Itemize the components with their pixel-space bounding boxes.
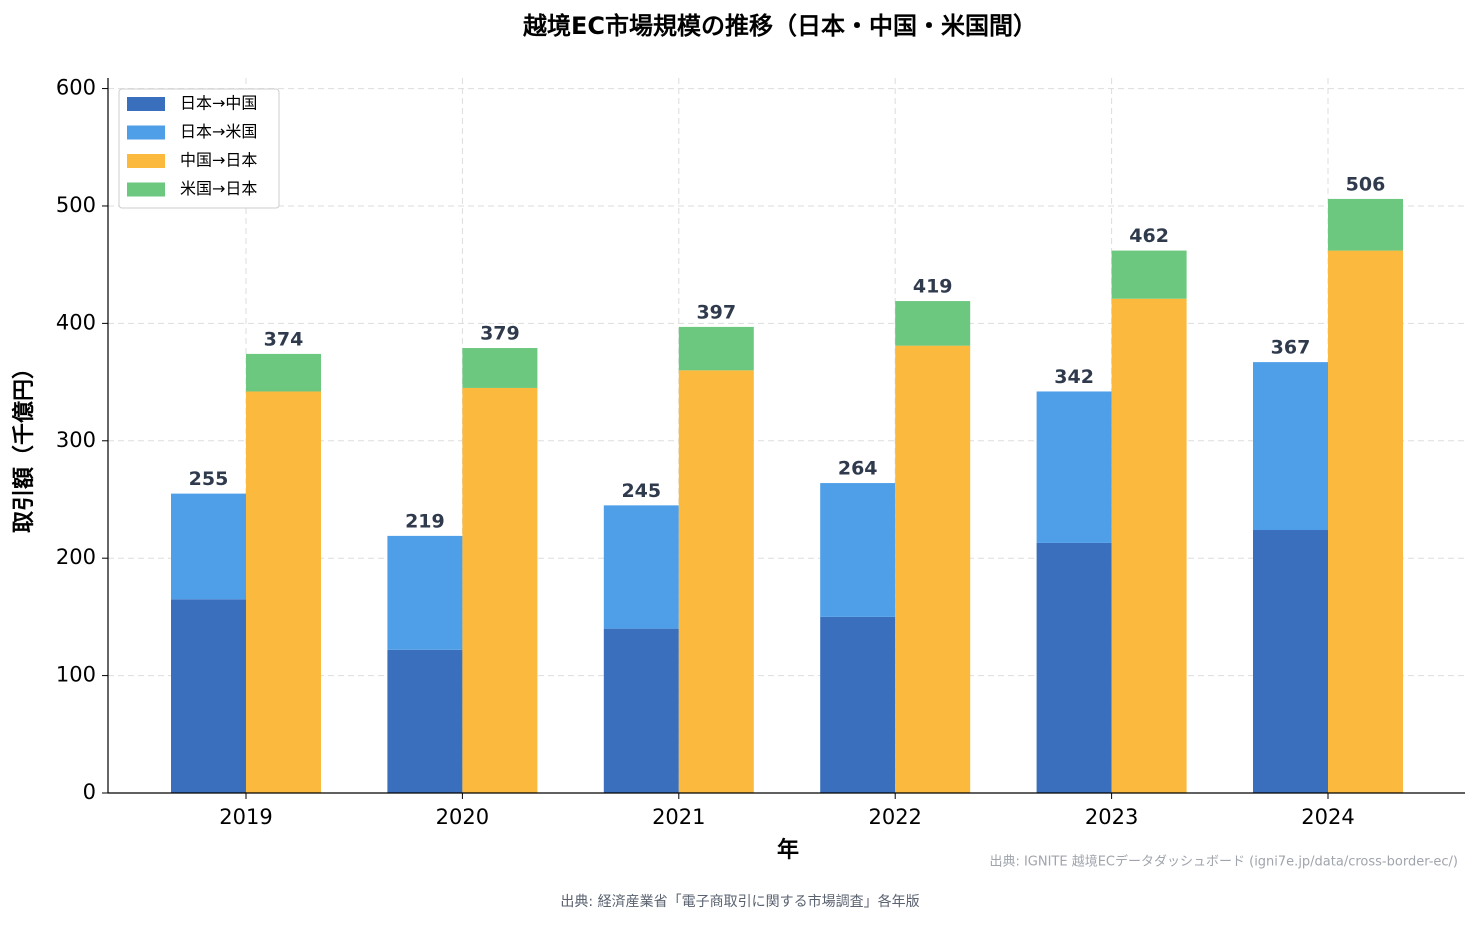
- axes: 0 100 200 300 400 500 600 2019 2020 2021 2022 2023 2…: [56, 76, 1465, 829]
- bar-segment: [678, 370, 754, 793]
- bar-segment: [1111, 250, 1187, 299]
- bar-segment: [895, 345, 971, 793]
- bar-segment: [246, 391, 321, 793]
- total-label: 374: [264, 328, 304, 350]
- total-label: 219: [405, 510, 445, 532]
- x-tick-label: 2021: [652, 805, 705, 829]
- footer: 出典: 経済産業省「電子商取引に関する市場調査」各年版: [560, 893, 919, 910]
- bar-segment: [820, 483, 896, 617]
- y-tick-label: 0: [83, 780, 96, 804]
- total-label: 506: [1346, 173, 1386, 195]
- legend-label: 日本→米国: [180, 122, 257, 141]
- bar-segment: [1253, 530, 1328, 793]
- x-tick-label: 2019: [219, 805, 272, 829]
- bar-segment: [387, 535, 463, 650]
- y-tick-label: 400: [56, 310, 96, 334]
- total-label: 264: [838, 458, 878, 480]
- bar-segment: [462, 348, 538, 388]
- x-tick-label: 2022: [868, 805, 921, 829]
- total-label: 367: [1271, 337, 1311, 359]
- bar-segment: [246, 353, 321, 392]
- legend-label: 中国→日本: [180, 151, 257, 170]
- legend-box: [118, 88, 280, 209]
- bar-segment: [603, 628, 679, 793]
- legend-swatch: [127, 182, 165, 197]
- bar-segment: [1036, 542, 1112, 793]
- bar-segment: [678, 326, 754, 371]
- bar-segment: [820, 616, 896, 793]
- legend-label: 米国→日本: [180, 179, 257, 198]
- legend-swatch: [127, 97, 165, 111]
- bar-segment: [1328, 198, 1403, 251]
- y-tick-label: 600: [56, 76, 96, 100]
- legend-label: 日本→中国: [180, 94, 257, 113]
- total-label: 462: [1129, 225, 1169, 247]
- x-tick-label: 2023: [1085, 805, 1138, 829]
- chart-title: 越境EC市場規模の推移（日本・中国・米国間）: [523, 12, 1037, 40]
- total-label: 245: [621, 480, 661, 502]
- bar-segment: [1328, 250, 1403, 794]
- bar-segment: [1036, 391, 1112, 543]
- bars: 255 374 219 379 245 397 264 419 342 462 367 506: [171, 173, 1403, 794]
- bar-segment: [387, 649, 463, 793]
- x-axis-label: 年: [777, 837, 799, 863]
- x-tick-label: 2024: [1301, 805, 1354, 829]
- source-note: 出典: IGNITE 越境ECデータダッシュボード (igni7e.jp/dat…: [989, 854, 1458, 870]
- bar-segment: [895, 301, 971, 346]
- total-label: 397: [696, 301, 736, 323]
- bar-segment: [603, 505, 679, 629]
- total-label: 419: [913, 276, 953, 298]
- legend-swatch: [127, 125, 165, 140]
- total-label: 342: [1054, 366, 1094, 388]
- legend-swatch: [127, 154, 165, 168]
- bar-segment: [1253, 362, 1328, 531]
- y-tick-label: 200: [56, 545, 96, 569]
- bar-segment: [171, 493, 246, 600]
- y-axis-label: 取引額（千億円）: [11, 357, 37, 533]
- y-tick-label: 500: [56, 193, 96, 217]
- bar-segment: [171, 599, 246, 793]
- y-tick-label: 300: [56, 428, 96, 452]
- total-label: 379: [480, 323, 520, 345]
- total-label: 255: [189, 468, 229, 490]
- y-tick-label: 100: [56, 663, 96, 687]
- x-tick-label: 2020: [436, 805, 489, 829]
- bar-segment: [462, 387, 538, 793]
- bar-segment: [1111, 298, 1187, 793]
